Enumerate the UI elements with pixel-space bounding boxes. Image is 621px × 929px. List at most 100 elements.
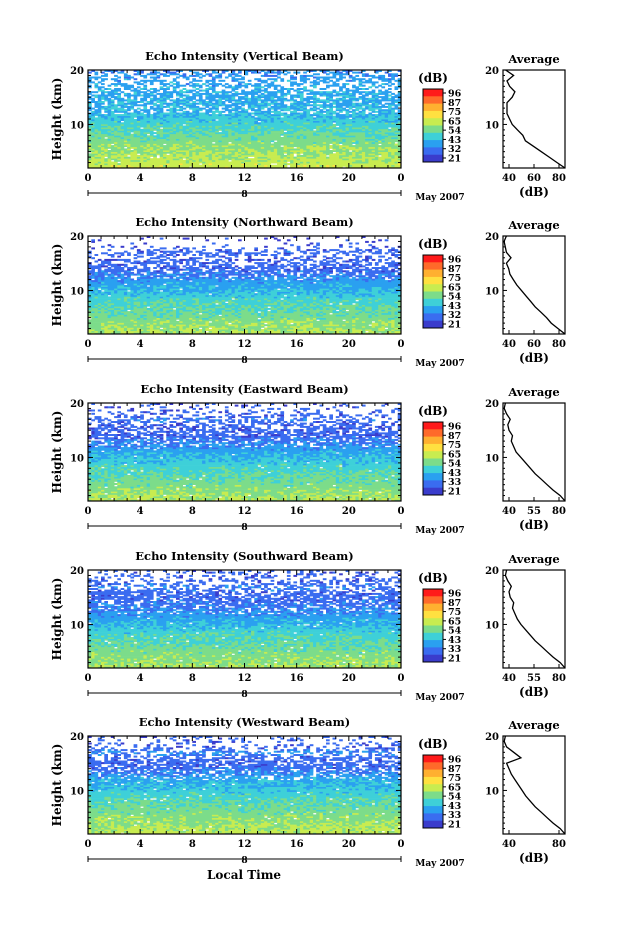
heatmap-cell <box>303 268 314 271</box>
heatmap-cell <box>238 314 258 317</box>
heatmap-cell <box>381 114 386 117</box>
heatmap-cell <box>156 92 167 95</box>
heatmap-cell <box>110 332 121 335</box>
heatmap-cell <box>355 257 360 260</box>
heatmap-cell <box>365 159 369 162</box>
heatmap-cell <box>388 250 392 253</box>
heatmap-cell <box>127 101 131 103</box>
heatmap-cell <box>280 283 285 286</box>
heatmap-cell <box>329 109 333 112</box>
heatmap-cell <box>140 288 148 291</box>
heatmap-cell <box>247 146 262 149</box>
heatmap-cell <box>355 115 369 118</box>
heatmap-cell <box>381 496 389 499</box>
heatmap-cell <box>117 499 131 502</box>
heatmap-cell <box>176 301 180 304</box>
heatmap-cell <box>371 314 376 317</box>
heatmap-cell <box>146 260 164 263</box>
heatmap-cell <box>198 102 203 105</box>
heatmap-cell <box>283 99 288 102</box>
heatmap-cell <box>257 133 265 136</box>
heatmap-cell <box>195 487 203 490</box>
heatmap-cell <box>192 141 213 144</box>
heatmap-cell <box>146 301 151 304</box>
heatmap-cell <box>384 239 389 242</box>
heatmap-cell <box>205 499 213 502</box>
heatmap-cell <box>293 141 314 144</box>
heatmap-cell <box>257 291 262 294</box>
heatmap-cell <box>143 156 148 159</box>
heatmap-cell <box>163 150 170 152</box>
heatmap-cell <box>322 105 327 108</box>
heatmap-cell <box>149 291 154 294</box>
heatmap-cell <box>257 497 262 500</box>
heatmap-cell <box>101 132 112 135</box>
heatmap-cell <box>169 314 174 317</box>
heatmap-cell <box>368 105 373 108</box>
heatmap-cell <box>332 289 337 292</box>
heatmap-cell <box>110 71 115 74</box>
heatmap-cell <box>358 270 363 273</box>
heatmap-cell <box>244 254 252 256</box>
heatmap-cell <box>352 140 356 143</box>
heatmap-cell <box>123 140 128 143</box>
heatmap-cell <box>110 312 115 315</box>
heatmap-cell <box>322 81 330 84</box>
heatmap-cell <box>215 252 219 255</box>
heatmap-cell <box>267 291 278 294</box>
heatmap-cell <box>264 298 268 301</box>
heatmap-cell <box>342 303 353 305</box>
heatmap-cell <box>88 301 92 304</box>
heatmap-cell <box>280 71 285 74</box>
heatmap-cell <box>110 105 118 108</box>
heatmap-cell <box>241 154 281 157</box>
heatmap-cell <box>198 101 203 103</box>
heatmap-cell <box>319 303 327 305</box>
heatmap-cell <box>326 101 330 103</box>
heatmap-cell <box>290 496 294 499</box>
heatmap-cell <box>371 76 379 79</box>
heatmap-cell <box>192 74 196 77</box>
heatmap-cell <box>104 329 115 332</box>
heatmap-cell <box>397 316 402 318</box>
heatmap-cell <box>104 281 121 284</box>
heatmap-cell <box>149 330 164 333</box>
heatmap-cell <box>169 120 187 123</box>
heatmap-cell <box>260 132 265 135</box>
heatmap-cell <box>110 276 115 279</box>
heatmap-cell <box>342 289 346 292</box>
heatmap-cell <box>267 268 281 271</box>
heatmap-cell <box>303 109 314 112</box>
heatmap-cell <box>313 260 317 263</box>
heatmap-cell <box>247 151 252 154</box>
heatmap-cell <box>143 491 151 494</box>
heatmap-cell <box>166 265 180 268</box>
heatmap-cell <box>149 280 190 283</box>
heatmap-cell <box>192 102 200 105</box>
heatmap-cell <box>251 275 255 278</box>
heatmap-cell <box>159 247 167 250</box>
heatmap-cell <box>198 332 203 335</box>
heatmap-cell <box>290 166 327 169</box>
heatmap-cell <box>374 262 379 265</box>
heatmap-cell <box>361 148 379 151</box>
heatmap-cell <box>143 317 148 320</box>
heatmap-cell <box>231 303 236 305</box>
heatmap-cell <box>215 132 229 135</box>
heatmap-cell <box>316 99 320 102</box>
heatmap-cell <box>361 278 369 281</box>
colorbar-tick-label: 54 <box>448 126 462 137</box>
heatmap-cell <box>277 260 281 263</box>
heatmap-cell <box>384 324 389 327</box>
heatmap-cell <box>371 324 379 327</box>
heatmap-cell <box>205 161 242 164</box>
heatmap-cell <box>149 296 161 299</box>
heatmap-cell <box>342 97 346 100</box>
heatmap-cell <box>365 320 372 323</box>
heatmap-cell <box>335 301 340 304</box>
heatmap-cell <box>224 153 229 156</box>
heatmap-cell <box>368 86 373 89</box>
heatmap-cell <box>172 115 180 118</box>
heatmap-cell <box>342 286 372 289</box>
heatmap-cell <box>391 96 402 99</box>
